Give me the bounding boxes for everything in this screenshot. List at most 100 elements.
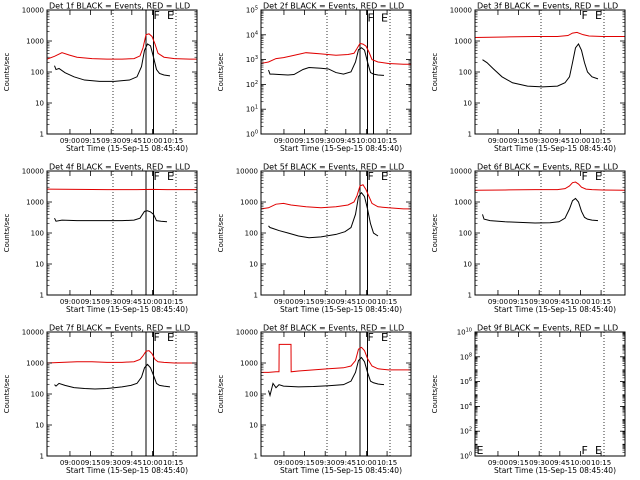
x-axis-label: Start Time (15-Sep-15 08:45:40) [494, 144, 616, 153]
panel-title: Det 9f BLACK = Events, RED = LLD [477, 324, 618, 333]
y-tick-label: 1000 [454, 38, 472, 46]
y-tick-label: 10000 [236, 168, 258, 176]
x-tick-label: 09:45 [122, 298, 142, 306]
x-tick-label: 10:15 [591, 459, 611, 467]
panel-title: Det 4f BLACK = Events, RED = LLD [49, 163, 190, 172]
x-tick-label: 09:00 [60, 459, 80, 467]
y-tick-label: 10000 [236, 329, 258, 337]
x-axis-label: Start Time (15-Sep-15 08:45:40) [66, 144, 188, 153]
x-tick-label: 09:45 [550, 459, 570, 467]
x-tick-label: 09:45 [336, 137, 356, 145]
marker-f: F [154, 331, 160, 344]
x-tick-label: 10:15 [591, 298, 611, 306]
plot-frame [260, 9, 412, 135]
series-line-events [482, 43, 599, 88]
y-tick-label: 1010 [457, 328, 472, 337]
y-tick-label: 1 [254, 453, 258, 461]
y-axis-label: Counts/sec [431, 375, 439, 414]
x-tick-label: 10:00 [356, 459, 376, 467]
x-tick-label: 09:00 [60, 298, 80, 306]
y-tick-label: 10 [249, 422, 258, 430]
x-tick-label: 10:00 [142, 459, 162, 467]
marker-f: F [368, 170, 374, 183]
marker-f: F [368, 331, 374, 344]
y-tick-label: 100 [246, 130, 258, 139]
x-tick-label: 09:15 [508, 459, 528, 467]
marker-e: E [167, 9, 174, 22]
y-tick-label: 105 [246, 6, 258, 15]
panel-title: Det 5f BLACK = Events, RED = LLD [263, 163, 404, 172]
plot-frame [46, 331, 198, 457]
x-axis-label: Start Time (15-Sep-15 08:45:40) [280, 305, 402, 314]
x-tick-label: 10:15 [377, 298, 397, 306]
x-tick-label: 10:15 [377, 137, 397, 145]
y-tick-label: 10000 [450, 7, 472, 15]
x-tick-label: 10:15 [163, 459, 183, 467]
y-axis-label: Counts/sec [431, 53, 439, 92]
panel-title: Det 2f BLACK = Events, RED = LLD [263, 2, 404, 11]
x-tick-label: 09:15 [294, 137, 314, 145]
y-tick-label: 101 [246, 105, 258, 114]
marker-f: F [154, 170, 160, 183]
x-tick-label: 10:00 [570, 298, 590, 306]
y-axis-label: Counts/sec [217, 53, 225, 92]
y-tick-label: 1 [468, 292, 472, 300]
x-axis-label: Start Time (15-Sep-15 08:45:40) [280, 144, 402, 153]
x-tick-label: 09:00 [274, 298, 294, 306]
x-axis-label: Start Time (15-Sep-15 08:45:40) [280, 466, 402, 475]
panel-title: Det 6f BLACK = Events, RED = LLD [477, 163, 618, 172]
marker-e: E [595, 170, 602, 183]
x-tick-label: 09:00 [488, 298, 508, 306]
y-tick-label: 1000 [26, 199, 44, 207]
y-tick-label: 100 [459, 230, 472, 238]
y-tick-label: 10 [463, 261, 472, 269]
marker-f: F [368, 11, 374, 24]
y-tick-label: 10 [35, 100, 44, 108]
x-tick-label: 09:30 [529, 459, 549, 467]
y-tick-label: 106 [460, 377, 472, 386]
plot-frame [474, 331, 626, 457]
y-tick-label: 10 [35, 422, 44, 430]
series-line-events [54, 210, 168, 223]
y-tick-label: 100 [31, 230, 44, 238]
x-tick-label: 10:00 [142, 137, 162, 145]
x-tick-label: 09:00 [488, 137, 508, 145]
series-line-lld [261, 343, 411, 373]
marker-e: E [595, 9, 602, 22]
x-tick-label: 09:45 [550, 137, 570, 145]
series-line-lld [46, 33, 197, 60]
x-tick-label: 09:15 [508, 298, 528, 306]
y-axis-label: Counts/sec [431, 214, 439, 253]
series-line-lld [46, 188, 197, 191]
x-tick-label: 09:00 [274, 137, 294, 145]
y-tick-label: 1 [254, 292, 258, 300]
panel-title: Det 8f BLACK = Events, RED = LLD [263, 324, 404, 333]
y-tick-label: 103 [246, 55, 258, 64]
y-tick-label: 10 [35, 261, 44, 269]
marker-e: E [167, 331, 174, 344]
series-line-events [54, 43, 171, 82]
x-tick-label: 09:15 [508, 137, 528, 145]
marker-e: E [381, 331, 388, 344]
y-tick-label: 100 [31, 69, 44, 77]
x-axis-label: Start Time (15-Sep-15 08:45:40) [66, 305, 188, 314]
series-line-events [268, 191, 379, 239]
y-tick-label: 10000 [22, 7, 44, 15]
marker-e: E [167, 170, 174, 183]
y-axis-label: Counts/sec [3, 214, 11, 253]
x-tick-label: 09:45 [122, 137, 142, 145]
x-tick-label: 09:15 [294, 459, 314, 467]
x-tick-label: 09:30 [529, 137, 549, 145]
y-tick-label: 1 [40, 453, 44, 461]
x-tick-label: 09:45 [336, 459, 356, 467]
x-tick-label: 10:15 [163, 298, 183, 306]
y-tick-label: 1000 [26, 38, 44, 46]
marker-f: F [582, 9, 588, 22]
